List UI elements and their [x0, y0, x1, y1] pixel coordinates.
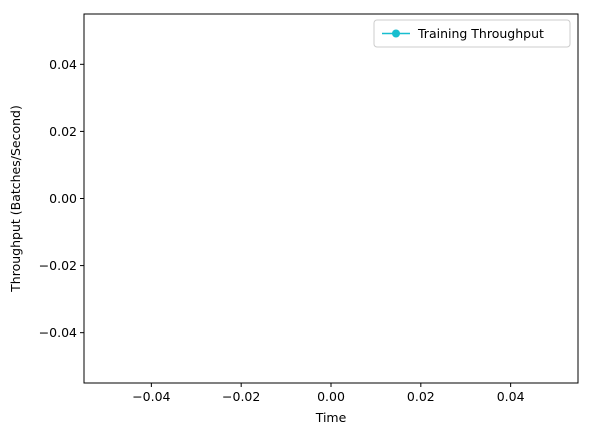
x-tick-label: 0.00: [317, 389, 345, 404]
x-tick-label: −0.04: [132, 389, 170, 404]
x-axis-ticks: −0.04 −0.02 0.00 0.02 0.04: [132, 383, 525, 404]
y-axis-ticks: −0.04 −0.02 0.00 0.02 0.04: [39, 57, 84, 340]
x-tick-label: −0.02: [222, 389, 260, 404]
y-tick-label: 0.02: [49, 124, 77, 139]
legend: Training Throughput: [373, 19, 571, 48]
legend-label: Training Throughput: [417, 26, 544, 41]
y-tick-label: −0.04: [39, 325, 77, 340]
legend-box: [373, 19, 571, 48]
x-axis-label: Time: [315, 410, 347, 425]
legend-marker: [392, 29, 400, 38]
y-tick-label: 0.04: [49, 57, 77, 72]
x-tick-label: 0.04: [497, 389, 525, 404]
y-tick-label: 0.00: [49, 191, 77, 206]
x-tick-label: 0.02: [407, 389, 435, 404]
y-tick-label: −0.02: [39, 258, 77, 273]
y-axis-label: Throughput (Batches/Second): [8, 105, 23, 293]
